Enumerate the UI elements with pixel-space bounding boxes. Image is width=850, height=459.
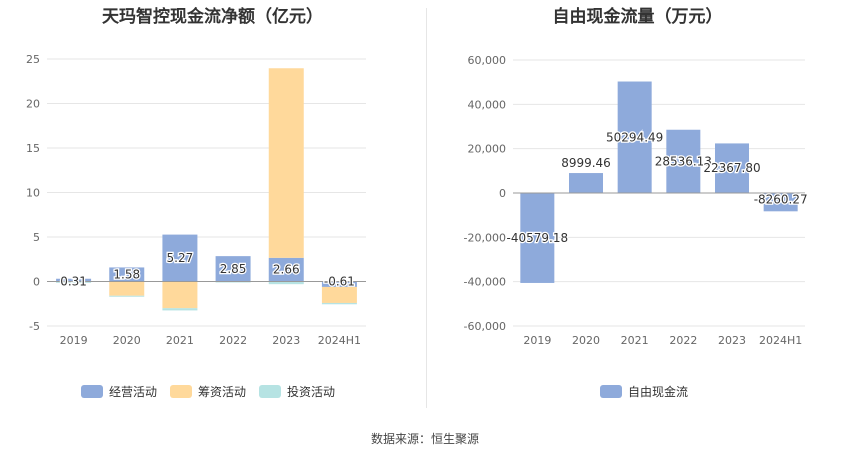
- right-xtick-label: 2024H1: [759, 334, 802, 347]
- right-chart-title: 自由现金流量（万元）: [552, 7, 723, 27]
- legend-swatch-operating: [81, 384, 103, 398]
- left-bar-series0: [162, 234, 198, 282]
- left-bar-series2: [321, 302, 357, 305]
- left-xtick-label: 2019: [60, 334, 88, 347]
- left-ytick-label: 15: [26, 142, 40, 155]
- legend-swatch-investing: [259, 384, 281, 398]
- left-bar-series0: [56, 278, 92, 282]
- right-bar: [763, 193, 798, 212]
- right-ytick-label: 20,000: [468, 143, 507, 156]
- right-bar: [666, 129, 701, 193]
- right-bar: [520, 193, 555, 283]
- left-bar-series1: [268, 68, 304, 258]
- left-bar-series0: [321, 281, 357, 287]
- legend-label-investing: 投资活动: [287, 384, 336, 399]
- right-data-label: -40579.18: [507, 231, 569, 245]
- left-xtick-label: 2022: [219, 334, 247, 347]
- legend-swatch-free-cash-flow: [600, 384, 622, 398]
- left-ytick-label: 25: [26, 53, 40, 66]
- legend-item-financing[interactable]: 筹资活动: [170, 383, 246, 399]
- right-ytick-label: 40,000: [468, 98, 507, 111]
- right-ytick-label: -40,000: [464, 276, 506, 289]
- right-data-label: 50294.49: [606, 130, 663, 144]
- left-bar-series0: [215, 256, 251, 282]
- left-data-label: 5.27: [167, 251, 194, 265]
- legend-label-operating: 经营活动: [109, 384, 158, 399]
- legend-item-operating[interactable]: 经营活动: [81, 383, 157, 399]
- legend-label-free-cash-flow: 自由现金流: [628, 384, 689, 399]
- right-ytick-label: 0: [499, 187, 506, 200]
- legend-label-financing: 筹资活动: [198, 384, 247, 399]
- right-bar: [715, 143, 749, 193]
- left-chart-title: 天玛智控现金流净额（亿元）: [102, 7, 323, 27]
- right-xtick-label: 2021: [621, 334, 649, 347]
- left-data-label: 2.85: [220, 262, 247, 276]
- left-ytick-label: -5: [29, 320, 40, 333]
- left-xtick-label: 2023: [272, 334, 300, 347]
- right-bar: [569, 173, 603, 193]
- legend-item-investing[interactable]: 投资活动: [259, 383, 335, 399]
- panel-divider: [426, 8, 427, 408]
- left-bar-series0: [268, 257, 304, 282]
- right-data-label: 8999.46: [561, 156, 611, 170]
- left-xtick-label: 2024H1: [318, 334, 361, 347]
- right-ytick-label: -60,000: [464, 320, 506, 333]
- left-data-label: 1.58: [113, 267, 140, 281]
- right-ytick-label: -20,000: [464, 231, 506, 244]
- right-data-label: -8260.27: [754, 192, 808, 206]
- left-bar-series2: [109, 295, 145, 297]
- left-bar-series1: [321, 286, 357, 303]
- left-bar-series0: [109, 267, 145, 282]
- right-ytick-label: 60,000: [468, 54, 507, 67]
- legend-swatch-financing: [170, 384, 192, 398]
- left-xtick-label: 2020: [113, 334, 141, 347]
- right-bar: [617, 81, 652, 193]
- charts-canvas: -5 0 5 10 15 20 25 2019 2020 2021 2022 2023 2024H1 0.…: [26, 53, 809, 347]
- left-ytick-label: 20: [26, 98, 40, 111]
- left-ytick-label: 10: [26, 187, 40, 200]
- right-data-label: 22367.80: [703, 161, 760, 175]
- left-data-label: -0.61: [324, 275, 355, 289]
- source-note: 数据来源：恒生聚源: [370, 432, 479, 446]
- legend-item-free-cash-flow[interactable]: 自由现金流: [600, 383, 688, 399]
- right-xtick-label: 2023: [718, 334, 746, 347]
- left-xtick-label: 2021: [166, 334, 194, 347]
- left-bar-series1: [162, 281, 198, 309]
- left-ytick-label: 0: [33, 276, 40, 289]
- left-bar-series2: [162, 308, 198, 311]
- left-data-label: 0.31: [60, 275, 87, 289]
- left-ytick-label: 5: [33, 231, 40, 244]
- right-xtick-label: 2022: [669, 334, 697, 347]
- right-data-label: 28536.13: [655, 154, 712, 168]
- left-data-label: 2.66: [273, 263, 300, 277]
- left-bar-series1: [109, 281, 145, 296]
- left-bar-series2: [56, 281, 92, 283]
- right-xtick-label: 2020: [572, 334, 600, 347]
- right-xtick-label: 2019: [523, 334, 551, 347]
- left-bar-series2: [268, 281, 304, 285]
